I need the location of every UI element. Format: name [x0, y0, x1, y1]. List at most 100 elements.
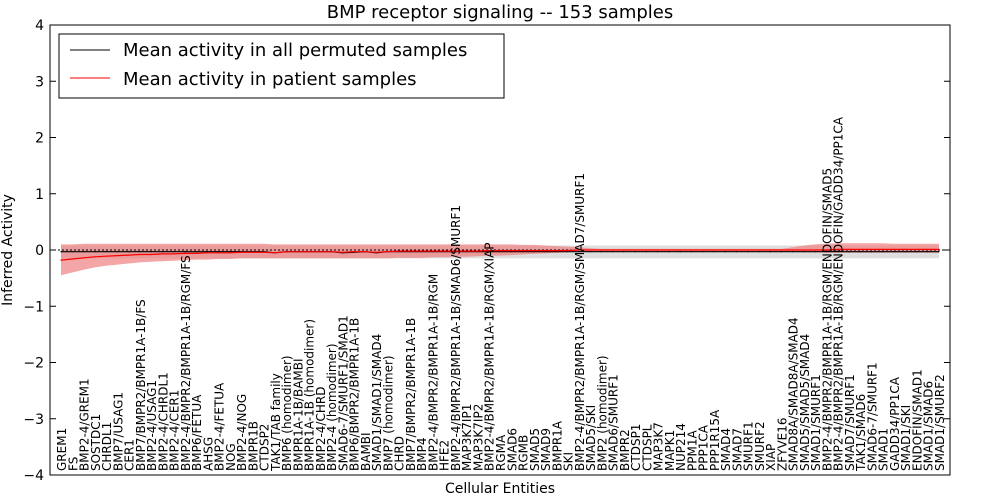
data-point	[769, 249, 771, 251]
data-point	[578, 249, 580, 251]
x-tick-label: SMAD8A/SMAD8A/SMAD4	[787, 317, 801, 471]
data-point	[904, 248, 906, 250]
x-tick-label: RGMA	[494, 434, 508, 471]
x-tick-label: BMP2-4/BMPR2/BMPR1A-1B/SMAD6/SMURF1	[449, 205, 463, 471]
x-tick-label: BMP2 (homodimer)	[595, 355, 609, 471]
data-point	[735, 251, 738, 253]
x-tick-label: BMP6/FETUA	[190, 394, 204, 471]
data-point	[668, 251, 670, 253]
x-tick-label: BAMBI	[359, 432, 373, 471]
data-point	[443, 250, 445, 252]
data-point	[792, 251, 794, 253]
data-point	[589, 251, 591, 253]
data-point	[882, 248, 884, 250]
x-tick-label: BMPR1A-1B (homodimer)	[303, 319, 317, 471]
data-point	[184, 252, 186, 254]
chart-title: BMP receptor signaling -- 153 samples	[327, 2, 674, 23]
x-tick-label: MAP3K7IP2	[472, 404, 486, 471]
x-tick-label: BMP2-4/BMPR2/BMPR1A-1B/RGM/XIAP	[483, 242, 497, 471]
x-tick-label: SMAD6-7/SMURF1	[866, 362, 880, 471]
data-point	[82, 257, 85, 259]
x-tick-label: CHRD	[393, 436, 407, 471]
data-point	[915, 248, 918, 250]
x-tick-label: BMP2-4/USAG1	[145, 380, 159, 471]
data-point	[657, 249, 659, 251]
x-tick-label: XIAP	[764, 444, 778, 471]
x-tick-label: SMAD1	[877, 428, 891, 471]
data-point	[127, 251, 130, 253]
x-tick-label: RGMB	[517, 435, 531, 471]
data-point	[769, 251, 771, 253]
data-point	[690, 249, 693, 251]
data-point	[938, 248, 940, 250]
data-point	[792, 249, 794, 251]
x-tick-label: CHRDL1	[100, 422, 114, 471]
data-point	[465, 250, 467, 252]
x-tick-label: BMP2-4/BMPR2/BMPR1A-1B/RGM/ENDOFIN/SMAD5	[820, 168, 834, 471]
x-tick-label: BMP2-4 (homodimer)	[325, 343, 339, 471]
data-point	[274, 252, 276, 254]
x-tick-label: PPM1A	[685, 430, 699, 471]
data-point	[780, 249, 783, 251]
data-point	[758, 249, 760, 251]
data-point	[803, 251, 805, 253]
data-point	[566, 251, 569, 253]
x-tick-label: SMAD9	[539, 428, 553, 471]
x-tick-label: BMPR1A-1B/BAMBI	[291, 358, 305, 471]
data-point	[848, 248, 850, 250]
data-point	[645, 251, 647, 253]
x-axis-label: Cellular Entities	[445, 481, 555, 497]
x-tick-label: GADD34/PP1CA	[888, 376, 902, 471]
data-point	[814, 249, 816, 251]
x-tick-label: BMP2-4/GREM1	[78, 378, 92, 471]
data-point	[431, 250, 434, 252]
data-point	[893, 248, 895, 250]
data-point	[206, 252, 208, 254]
data-point	[229, 251, 231, 253]
data-point	[521, 251, 524, 253]
data-point	[566, 250, 569, 252]
data-point	[341, 251, 343, 253]
data-point	[218, 251, 220, 253]
x-tick-label: SMAD5/SMAD5/SMAD4	[798, 334, 812, 471]
data-point	[870, 251, 873, 253]
data-point	[623, 249, 625, 251]
data-point	[927, 251, 929, 253]
data-point	[533, 251, 535, 253]
data-point	[758, 251, 760, 253]
x-tick-label: BMP2-4/BMPR2/BMPR1A-1B/RGM/FS	[179, 255, 193, 471]
data-point	[398, 250, 400, 252]
legend: Mean activity in all permuted samples Me…	[58, 33, 505, 99]
data-point	[600, 249, 602, 251]
x-tick-label: SMURF2	[753, 421, 767, 471]
x-tick-label: BMPR2	[618, 429, 632, 471]
data-point	[915, 251, 918, 253]
x-tick-label: SMAD6-7/SMURF1/SMAD1	[336, 315, 350, 471]
data-point	[724, 249, 726, 251]
x-tick-label: SMAD7/SMURF1	[843, 374, 857, 471]
data-point	[150, 251, 152, 253]
data-point	[702, 251, 704, 253]
x-tick-label: BMP7/BMPR2/BMPR1A-1B/FS	[134, 299, 148, 471]
data-point	[263, 251, 265, 253]
data-point	[476, 250, 479, 252]
data-point	[409, 250, 411, 252]
legend-label-patient: Mean activity in patient samples	[123, 69, 417, 90]
data-point	[195, 252, 197, 254]
data-point	[139, 251, 141, 253]
x-tick-label: SOSTDC1	[89, 414, 103, 471]
x-tick-label: MAP3K7	[652, 422, 666, 471]
data-point	[240, 251, 242, 253]
data-point	[679, 251, 681, 253]
x-tick-label: BMPR1A	[550, 420, 564, 471]
data-point	[510, 250, 512, 252]
x-tick-label: SMAD1/SMAD6	[922, 381, 936, 471]
data-point	[634, 251, 636, 253]
data-point	[60, 251, 62, 253]
x-tick-label: SMAD1/SMURF1	[809, 374, 823, 471]
x-tick-label: SMAD6	[505, 428, 519, 471]
y-tick-label: −1	[23, 299, 44, 315]
x-tick-label: MAPK1	[663, 430, 677, 471]
data-point	[308, 251, 310, 253]
